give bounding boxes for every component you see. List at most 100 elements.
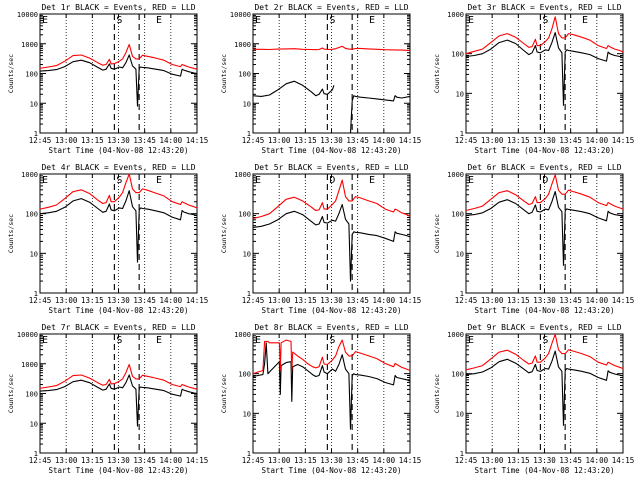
x-tick-label: 14:15 bbox=[399, 296, 422, 305]
x-tick-label: 13:15 bbox=[81, 456, 104, 465]
x-tick-label: 13:00 bbox=[481, 136, 504, 145]
marker-label: S bbox=[542, 15, 548, 26]
x-tick-label: 13:45 bbox=[346, 456, 369, 465]
marker-label: S bbox=[116, 175, 122, 186]
x-axis-label: Start Time (04-Nov-08 12:43:20) bbox=[49, 466, 189, 475]
y-tick-label: 1000 bbox=[234, 331, 251, 339]
x-tick-label: 13:00 bbox=[55, 296, 78, 305]
plot-frame bbox=[39, 333, 198, 454]
y-tick-label: 1 bbox=[247, 130, 251, 138]
plot-frame bbox=[39, 13, 198, 134]
marker-label: E bbox=[42, 175, 48, 186]
y-tick-label: 1 bbox=[460, 130, 464, 138]
series-line-events bbox=[465, 32, 624, 106]
panel-title: Det 4r BLACK = Events, RED = LLD bbox=[41, 163, 195, 172]
y-tick-label: 100 bbox=[25, 391, 38, 399]
series-line-events bbox=[39, 190, 198, 263]
series-line-events bbox=[39, 54, 198, 107]
y-tick-label: 1000 bbox=[447, 171, 464, 179]
x-tick-label: 12:45 bbox=[455, 136, 478, 145]
plot-frame bbox=[465, 173, 624, 294]
y-tick-label: 10000 bbox=[17, 331, 38, 339]
y-tick-label: 1 bbox=[34, 290, 38, 298]
y-tick-label: 10 bbox=[456, 90, 464, 98]
x-tick-label: 13:00 bbox=[268, 136, 291, 145]
y-tick-label: 10 bbox=[30, 420, 38, 428]
marker-label: E bbox=[582, 335, 588, 346]
series-line-lld bbox=[39, 173, 198, 210]
y-tick-label: 1000 bbox=[447, 331, 464, 339]
x-tick-label: 13:45 bbox=[346, 296, 369, 305]
x-tick-label: 14:00 bbox=[586, 296, 609, 305]
marker-label: E bbox=[156, 175, 162, 186]
series-line-lld bbox=[39, 43, 198, 70]
x-tick-label: 13:30 bbox=[320, 136, 343, 145]
marker-label: E bbox=[156, 335, 162, 346]
y-tick-label: 10 bbox=[30, 250, 38, 258]
x-tick-label: 13:30 bbox=[107, 136, 130, 145]
plot-frame bbox=[252, 173, 411, 294]
series-line-lld bbox=[39, 363, 198, 390]
marker-label: E bbox=[468, 335, 474, 346]
x-tick-label: 13:15 bbox=[507, 456, 530, 465]
x-tick-label: 12:45 bbox=[29, 136, 52, 145]
y-axis-label: Counts/sec bbox=[7, 54, 15, 93]
y-axis-label: Counts/sec bbox=[433, 374, 441, 413]
x-tick-label: 13:00 bbox=[481, 456, 504, 465]
x-tick-label: 13:45 bbox=[133, 296, 156, 305]
y-tick-label: 1 bbox=[460, 450, 464, 458]
x-tick-label: 13:00 bbox=[268, 296, 291, 305]
y-tick-label: 1000 bbox=[234, 41, 251, 49]
x-tick-label: 14:15 bbox=[399, 456, 422, 465]
series-line-lld bbox=[465, 333, 624, 371]
marker-label: E bbox=[42, 15, 48, 26]
series-line-events bbox=[465, 350, 624, 426]
x-tick-label: 14:00 bbox=[160, 136, 183, 145]
series-line-lld bbox=[253, 45, 411, 51]
marker-label: D bbox=[329, 175, 335, 186]
x-axis-label: Start Time (04-Nov-08 12:43:20) bbox=[262, 306, 402, 315]
x-tick-label: 13:30 bbox=[107, 296, 130, 305]
x-tick-label: 13:15 bbox=[507, 136, 530, 145]
x-tick-label: 14:00 bbox=[586, 456, 609, 465]
marker-label: E bbox=[255, 175, 261, 186]
y-axis-label: Counts/sec bbox=[7, 374, 15, 413]
x-tick-label: 13:30 bbox=[107, 456, 130, 465]
plot-frame bbox=[252, 333, 411, 454]
x-tick-label: 13:45 bbox=[559, 136, 582, 145]
x-tick-label: 13:45 bbox=[133, 136, 156, 145]
marker-label: E bbox=[42, 335, 48, 346]
y-tick-label: 1 bbox=[460, 290, 464, 298]
x-axis-label: Start Time (04-Nov-08 12:43:20) bbox=[475, 466, 615, 475]
y-tick-label: 1000 bbox=[234, 171, 251, 179]
y-tick-label: 100 bbox=[451, 211, 464, 219]
series-line-lld bbox=[252, 179, 411, 220]
marker-label: S bbox=[116, 15, 122, 26]
x-tick-label: 13:15 bbox=[294, 456, 317, 465]
x-tick-label: 14:00 bbox=[373, 296, 396, 305]
x-tick-label: 14:15 bbox=[186, 136, 209, 145]
panel-title: Det 3r BLACK = Events, RED = LLD bbox=[467, 3, 621, 12]
y-tick-label: 100 bbox=[238, 211, 251, 219]
y-tick-label: 1 bbox=[34, 130, 38, 138]
series-line-events bbox=[465, 191, 624, 266]
panel-title: Det 5r BLACK = Events, RED = LLD bbox=[254, 163, 408, 172]
marker-label: S bbox=[116, 335, 122, 346]
y-tick-label: 10 bbox=[30, 100, 38, 108]
marker-label: S bbox=[329, 15, 335, 26]
marker-label: E bbox=[255, 335, 261, 346]
y-tick-label: 10 bbox=[243, 100, 251, 108]
x-tick-label: 13:00 bbox=[55, 136, 78, 145]
plot-frame bbox=[465, 333, 624, 454]
x-tick-label: 13:30 bbox=[533, 296, 556, 305]
x-tick-label: 13:30 bbox=[533, 136, 556, 145]
series-line-lld bbox=[252, 339, 411, 375]
x-axis-label: Start Time (04-Nov-08 12:43:20) bbox=[262, 146, 402, 155]
